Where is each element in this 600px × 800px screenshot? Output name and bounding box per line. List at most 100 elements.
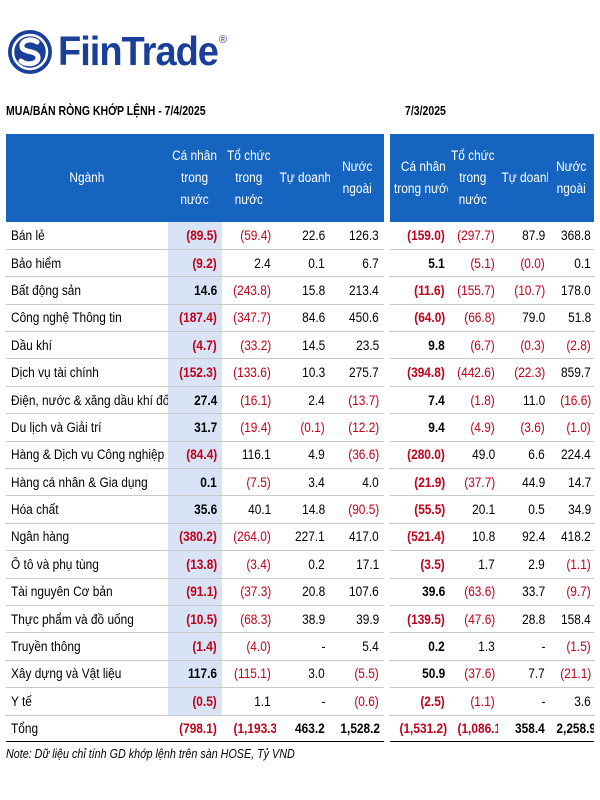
cell-institution: (297.7) (448, 222, 498, 250)
col-header-institution: Tổ chức trong nước (222, 134, 276, 222)
cell-institution: (63.6) (448, 578, 498, 606)
cell-proprietary: 44.9 (498, 468, 548, 497)
cell-institution: (33.2) (222, 331, 276, 360)
cell-institution: (3.4) (222, 550, 276, 579)
col-header-proprietary: Tự doanh (498, 134, 548, 222)
cell-individual: 9.4 (390, 413, 448, 442)
net-trading-table-current: Ngành Cá nhân trong nước Tổ chức trong nước … (6, 134, 384, 742)
cell-sector: Tổng (6, 714, 168, 742)
cell-individual: 27.4 (168, 386, 222, 415)
col-header-proprietary: Tự doanh (276, 134, 330, 222)
cell-foreign: 2,258.9 (548, 714, 594, 742)
table-row: (3.5) 1.7 2.9 (1.1) (390, 550, 594, 579)
table-row: (394.8) (442.6) (22.3) 859.7 (390, 358, 594, 387)
total-row: Tổng(798.1)(1,193.3)463.21,528.2 (6, 714, 384, 742)
cell-institution: 1.3 (448, 632, 498, 661)
cell-individual: (1,531.2) (390, 714, 448, 742)
cell-proprietary: 79.0 (498, 304, 548, 333)
table-row: (2.5) (1.1) -3.6 (390, 687, 594, 716)
table-row: Bán lẻ (89.5) (59.4) 22.6 126.3 (6, 222, 384, 250)
table-header-row: Ngành Cá nhân trong nước Tổ chức trong nước … (6, 134, 384, 222)
cell-institution: (264.0) (222, 523, 276, 552)
table-row: (55.5) 20.1 0.5 34.9 (390, 495, 594, 524)
table-row: Hàng cá nhân & Gia dụng 0.1 (7.5) 3.4 4.0 (6, 468, 384, 497)
table-row: Công nghệ Thông tin (187.4) (347.7) 84.6 450… (6, 304, 384, 333)
cell-proprietary: (0.0) (498, 249, 548, 278)
cell-proprietary: - (498, 687, 548, 716)
table-row: Tài nguyên Cơ bản (91.1) (37.3) 20.8 107.6 (6, 578, 384, 606)
cell-individual: 0.2 (390, 632, 448, 661)
cell-individual: 14.6 (168, 276, 222, 305)
table-row: Dầu khí (4.7) (33.2) 14.5 23.5 (6, 331, 384, 360)
cell-foreign: 3.6 (548, 687, 594, 716)
cell-sector: Bảo hiểm (6, 249, 168, 278)
table-row: 0.2 1.3- (1.5) (390, 632, 594, 661)
cell-institution: (4.0) (222, 632, 276, 661)
cell-foreign: 275.7 (330, 358, 384, 387)
cell-institution: (1.1) (448, 687, 498, 716)
fiintrade-logo: FiinTrade ® (6, 22, 227, 82)
cell-institution: (5.1) (448, 249, 498, 278)
cell-individual: (187.4) (168, 304, 222, 333)
cell-individual: (152.3) (168, 358, 222, 387)
cell-sector: Dầu khí (6, 331, 168, 360)
cell-individual: (798.1) (168, 714, 222, 742)
cell-proprietary: 227.1 (276, 523, 330, 552)
table-row: Du lịch và Giải trí 31.7 (19.4) (0.1) (12.2) (6, 413, 384, 442)
cell-foreign: (5.5) (330, 660, 384, 689)
cell-proprietary: (22.3) (498, 358, 548, 387)
cell-proprietary: 0.2 (276, 550, 330, 579)
cell-foreign: 368.8 (548, 222, 594, 250)
cell-foreign: 859.7 (548, 358, 594, 387)
cell-individual: (10.5) (168, 605, 222, 634)
cell-sector: Hàng cá nhân & Gia dụng (6, 468, 168, 497)
cell-institution: 20.1 (448, 495, 498, 524)
col-header-individual: Cá nhân trong nước (390, 134, 448, 222)
cell-proprietary: (0.3) (498, 331, 548, 360)
cell-institution: (115.1) (222, 660, 276, 689)
cell-foreign: 34.9 (548, 495, 594, 524)
cell-proprietary: 6.6 (498, 441, 548, 470)
cell-institution: (59.4) (222, 222, 276, 250)
cell-proprietary: 4.9 (276, 441, 330, 470)
cell-proprietary: - (276, 632, 330, 661)
cell-proprietary: 3.0 (276, 660, 330, 689)
cell-sector: Y tế (6, 687, 168, 716)
cell-sector: Công nghệ Thông tin (6, 304, 168, 333)
cell-institution: 10.8 (448, 523, 498, 552)
cell-institution: (7.5) (222, 468, 276, 497)
cell-proprietary: 2.4 (276, 386, 330, 415)
cell-institution: (243.8) (222, 276, 276, 305)
cell-foreign: (36.6) (330, 441, 384, 470)
cell-sector: Hóa chất (6, 495, 168, 524)
col-header-sector: Ngành (6, 134, 168, 222)
cell-foreign: 0.1 (548, 249, 594, 278)
cell-foreign: (2.8) (548, 331, 594, 360)
cell-individual: 5.1 (390, 249, 448, 278)
footnote: Note: Dữ liệu chỉ tính GD khớp lệnh trên… (6, 747, 295, 761)
cell-individual: (11.6) (390, 276, 448, 305)
cell-foreign: 5.4 (330, 632, 384, 661)
cell-individual: (9.2) (168, 249, 222, 278)
table-row: Thực phẩm và đồ uống (10.5) (68.3) 38.9 39.9 (6, 605, 384, 634)
col-header-foreign: Nước ngoài (548, 134, 594, 222)
table-row: Hóa chất 35.6 40.1 14.8 (90.5) (6, 495, 384, 524)
cell-institution: (1.8) (448, 386, 498, 415)
cell-proprietary: 92.4 (498, 523, 548, 552)
col-header-foreign: Nước ngoài (330, 134, 384, 222)
cell-institution: 49.0 (448, 441, 498, 470)
cell-institution: (347.7) (222, 304, 276, 333)
cell-foreign: (9.7) (548, 578, 594, 606)
table-row: 7.4 (1.8) 11.0 (16.6) (390, 386, 594, 415)
cell-foreign: (12.2) (330, 413, 384, 442)
cell-sector: Thực phẩm và đồ uống (6, 605, 168, 634)
cell-proprietary: 15.8 (276, 276, 330, 305)
cell-proprietary: 2.9 (498, 550, 548, 579)
table-row: 5.1 (5.1) (0.0) 0.1 (390, 249, 594, 278)
cell-sector: Dịch vụ tài chính (6, 358, 168, 387)
cell-foreign: 6.7 (330, 249, 384, 278)
cell-institution: (442.6) (448, 358, 498, 387)
cell-individual: (521.4) (390, 523, 448, 552)
cell-sector: Bán lẻ (6, 222, 168, 250)
cell-institution: 40.1 (222, 495, 276, 524)
